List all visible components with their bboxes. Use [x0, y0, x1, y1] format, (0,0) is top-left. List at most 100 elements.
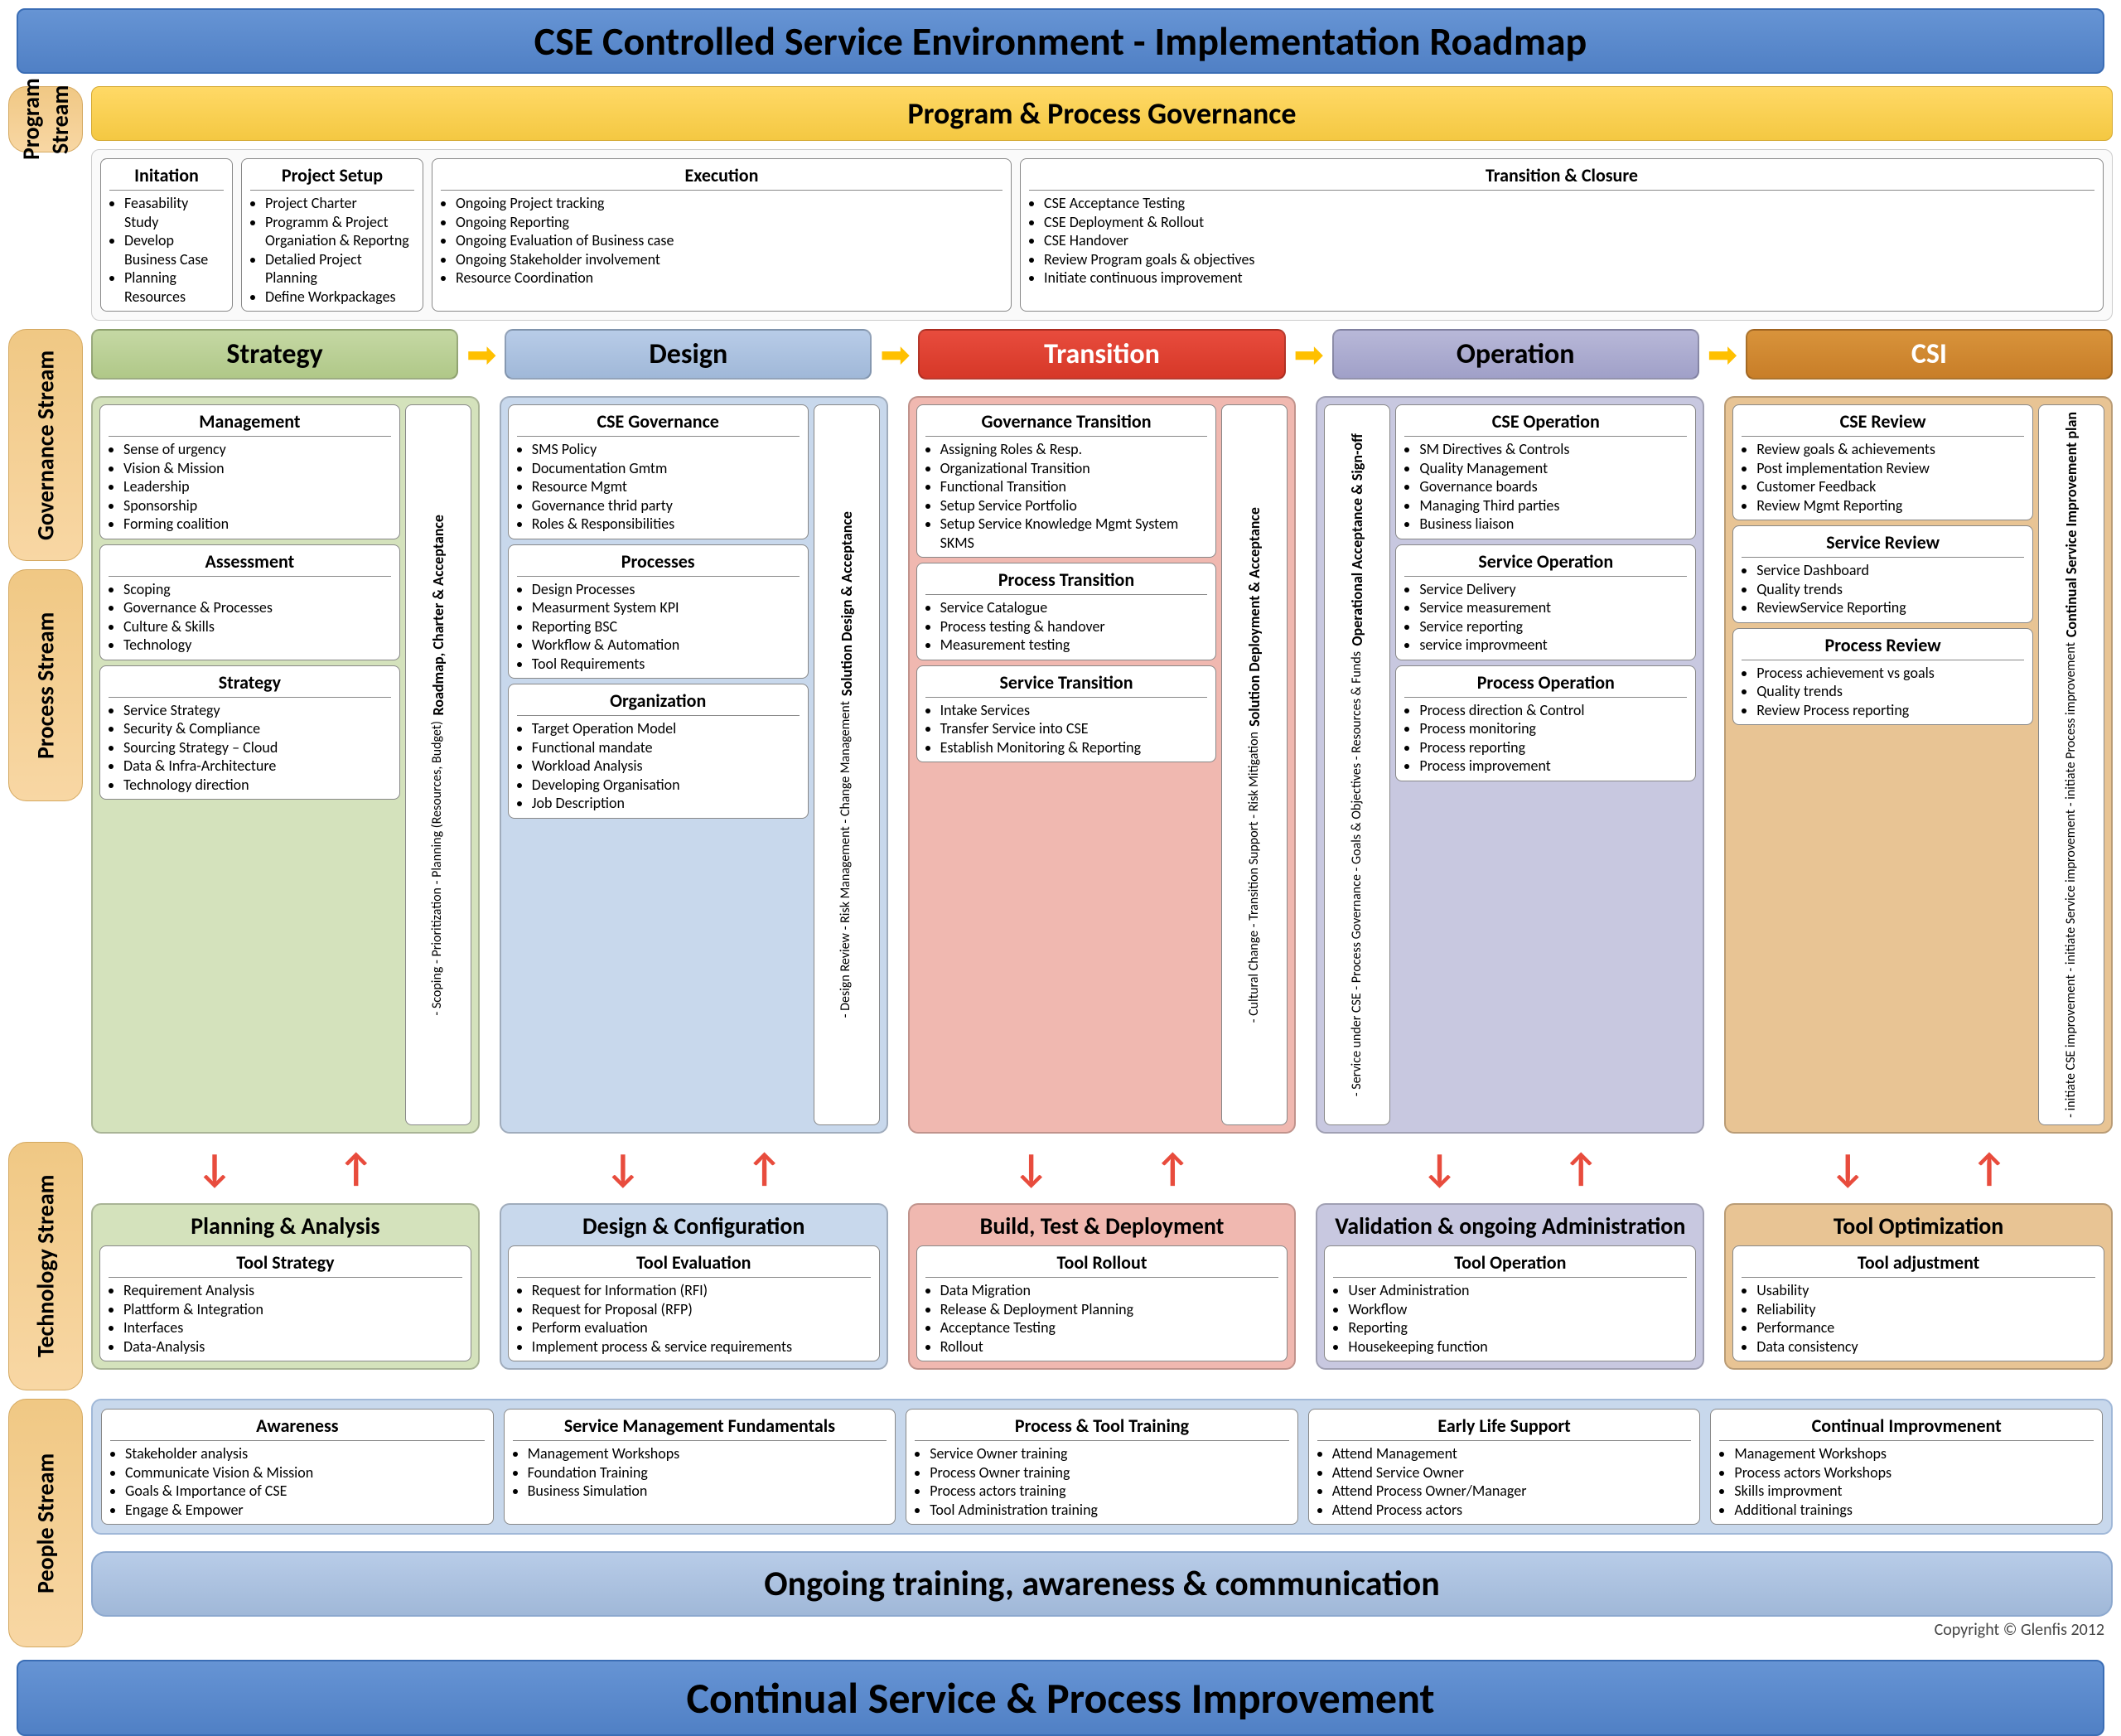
side-title: Solution Deployment & Acceptance — [1245, 507, 1263, 727]
card-title: Assessment — [109, 550, 391, 577]
tech-title: Validation & ongoing Administration — [1324, 1211, 1696, 1245]
bullet-item: Process monitoring — [1419, 719, 1687, 738]
side-title: Roadmap, Charter & Acceptance — [429, 515, 447, 716]
detail-card: CSE OperationSM Directives & ControlsQua… — [1395, 404, 1696, 539]
bullet-item: CSE Deployment & Rollout — [1044, 213, 2094, 232]
tech-operation: Validation & ongoing Administration Tool… — [1316, 1203, 1704, 1370]
detail-card: Assessment ScopingGovernance & ProcessesC… — [99, 544, 400, 660]
side-items: - initiate CSE improvement - initiate Se… — [2063, 642, 2080, 1118]
bullet-item: Ongoing Stakeholder involvement — [456, 250, 1003, 269]
card-title: Process & Tool Training — [915, 1414, 1289, 1441]
bullet-item: Release & Deployment Planning — [940, 1300, 1279, 1319]
bullet-item: Service Dashboard — [1756, 561, 2024, 580]
arrow-up-icon — [1563, 1148, 1598, 1188]
transition-column: Governance TransitionAssigning Roles & R… — [908, 396, 1297, 1134]
bullet-item: Business Simulation — [528, 1482, 887, 1501]
bullet-item: Developing Organisation — [532, 776, 800, 795]
bullet-item: Tool Administration training — [930, 1501, 1289, 1520]
bullet-item: Job Description — [532, 794, 800, 813]
awareness-card: AwarenessStakeholder analysisCommunicate… — [101, 1409, 494, 1525]
phase-headers: Strategy ➡ Design ➡ Transition ➡ Operati… — [91, 329, 2113, 380]
bullet-item: Detalied Project Planning — [265, 250, 414, 288]
side-title: Operational Acceptance & Sign-off — [1348, 433, 1366, 646]
bullet-item: Attend Management — [1332, 1444, 1692, 1463]
footer-bar: Continual Service & Process Improvement — [17, 1660, 2104, 1736]
bullet-item: Security & Compliance — [123, 719, 391, 738]
arrow-down-icon — [1013, 1148, 1049, 1188]
bullet-item: Service Owner training — [930, 1444, 1289, 1463]
process-stream-label: Process Stream — [8, 569, 83, 801]
bullet-item: Data Migration — [940, 1281, 1279, 1300]
els-card: Early Life SupportAttend ManagementAtten… — [1308, 1409, 1701, 1525]
bullet-item: Design Processes — [532, 580, 800, 599]
bullet-item: Define Workpackages — [265, 288, 414, 307]
bullet-item: Data-Analysis — [123, 1337, 462, 1356]
card-title: Initation — [109, 164, 224, 191]
governance-banner: Program & Process Governance — [91, 86, 2113, 141]
bullet-item: Ongoing Reporting — [456, 213, 1003, 232]
bullet-item: Assigning Roles & Resp. — [940, 440, 1208, 459]
side-card: Roadmap, Charter & Acceptance - Scoping … — [405, 404, 471, 1125]
bullet-item: SMS Policy — [532, 440, 800, 459]
detail-card: Service ReviewService DashboardQuality t… — [1732, 525, 2033, 623]
tech-design: Design & Configuration Tool EvaluationRe… — [500, 1203, 888, 1370]
card-title: Transition & Closure — [1029, 164, 2094, 191]
card-title: Service Management Fundamentals — [513, 1414, 887, 1441]
side-items: - Service under CSE - Process Governance… — [1349, 651, 1366, 1096]
bullet-item: Request for Information (RFI) — [532, 1281, 871, 1300]
bullet-item: Roles & Responsibilities — [532, 515, 800, 534]
arrow-icon: ➡ — [878, 336, 911, 373]
bullet-item: Request for Proposal (RFP) — [532, 1300, 871, 1319]
bullet-item: Leadership — [123, 477, 391, 496]
detail-card: Process OperationProcess direction & Con… — [1395, 665, 1696, 781]
bullet-item: Governance & Processes — [123, 598, 391, 617]
card-title: Process Review — [1742, 634, 2024, 660]
arrow-up-icon — [1971, 1148, 2007, 1188]
bullet-item: Process actors training — [930, 1482, 1289, 1501]
detail-card: StrategyService StrategySecurity & Compl… — [99, 665, 400, 800]
program-stream-label: Program Stream — [8, 86, 83, 152]
bullet-item: Reliability — [1756, 1300, 2095, 1319]
card-title: CSE Governance — [517, 410, 800, 437]
card-title: CSE Review — [1742, 410, 2024, 437]
bullet-item: Data consistency — [1756, 1337, 2095, 1356]
bullet-item: Setup Service Knowledge Mgmt System SKMS — [940, 515, 1208, 552]
tech-csi: Tool Optimization Tool adjustmentUsabili… — [1724, 1203, 2113, 1370]
bullet-item: Sourcing Strategy – Cloud — [123, 738, 391, 757]
program-row: Initation Feasability StudyDevelop Busin… — [91, 149, 2113, 321]
csi-column: CSE ReviewReview goals & achievementsPos… — [1724, 396, 2113, 1134]
side-title: Continual Service Improvement plan — [2062, 412, 2080, 637]
bullet-item: Attend Process actors — [1332, 1501, 1692, 1520]
bullet-item: Process improvement — [1419, 757, 1687, 776]
bullet-item: Sense of urgency — [123, 440, 391, 459]
arrow-up-icon — [338, 1148, 374, 1188]
bullet-item: Service reporting — [1419, 617, 1687, 636]
bullet-item: Technology — [123, 636, 391, 655]
closure-card: Transition & Closure CSE Acceptance Test… — [1020, 158, 2104, 312]
bullet-item: Quality trends — [1756, 682, 2024, 701]
bullet-item: Scoping — [123, 580, 391, 599]
bullet-item: Plattform & Integration — [123, 1300, 462, 1319]
ongoing-bar: Ongoing training, awareness & communicat… — [91, 1551, 2113, 1617]
tech-title: Design & Configuration — [508, 1211, 880, 1245]
detail-card: CSE ReviewReview goals & achievementsPos… — [1732, 404, 2033, 520]
bullet-item: Foundation Training — [528, 1463, 887, 1482]
bullet-item: Process actors Workshops — [1734, 1463, 2094, 1482]
bullet-item: Feasability Study — [124, 194, 224, 231]
detail-card: Process TransitionService CatalogueProce… — [916, 563, 1217, 660]
arrow-up-icon — [746, 1148, 782, 1188]
bullet-item: Workflow & Automation — [532, 636, 800, 655]
bullet-item: Culture & Skills — [123, 617, 391, 636]
bullet-item: Additional trainings — [1734, 1501, 2094, 1520]
card-title: Service Operation — [1404, 550, 1687, 577]
detail-card: ProcessesDesign ProcessesMeasurment Syst… — [508, 544, 809, 679]
people-row: AwarenessStakeholder analysisCommunicate… — [91, 1399, 2113, 1535]
card-title: Process Operation — [1404, 671, 1687, 698]
bullet-item: Measurment System KPI — [532, 598, 800, 617]
bullet-item: Engage & Empower — [125, 1501, 485, 1520]
detail-card: Process ReviewProcess achievement vs goa… — [1732, 628, 2033, 726]
bullet-item: Forming coalition — [123, 515, 391, 534]
card-title: Service Review — [1742, 531, 2024, 558]
bullet-item: Communicate Vision & Mission — [125, 1463, 485, 1482]
bullet-item: Requirement Analysis — [123, 1281, 462, 1300]
